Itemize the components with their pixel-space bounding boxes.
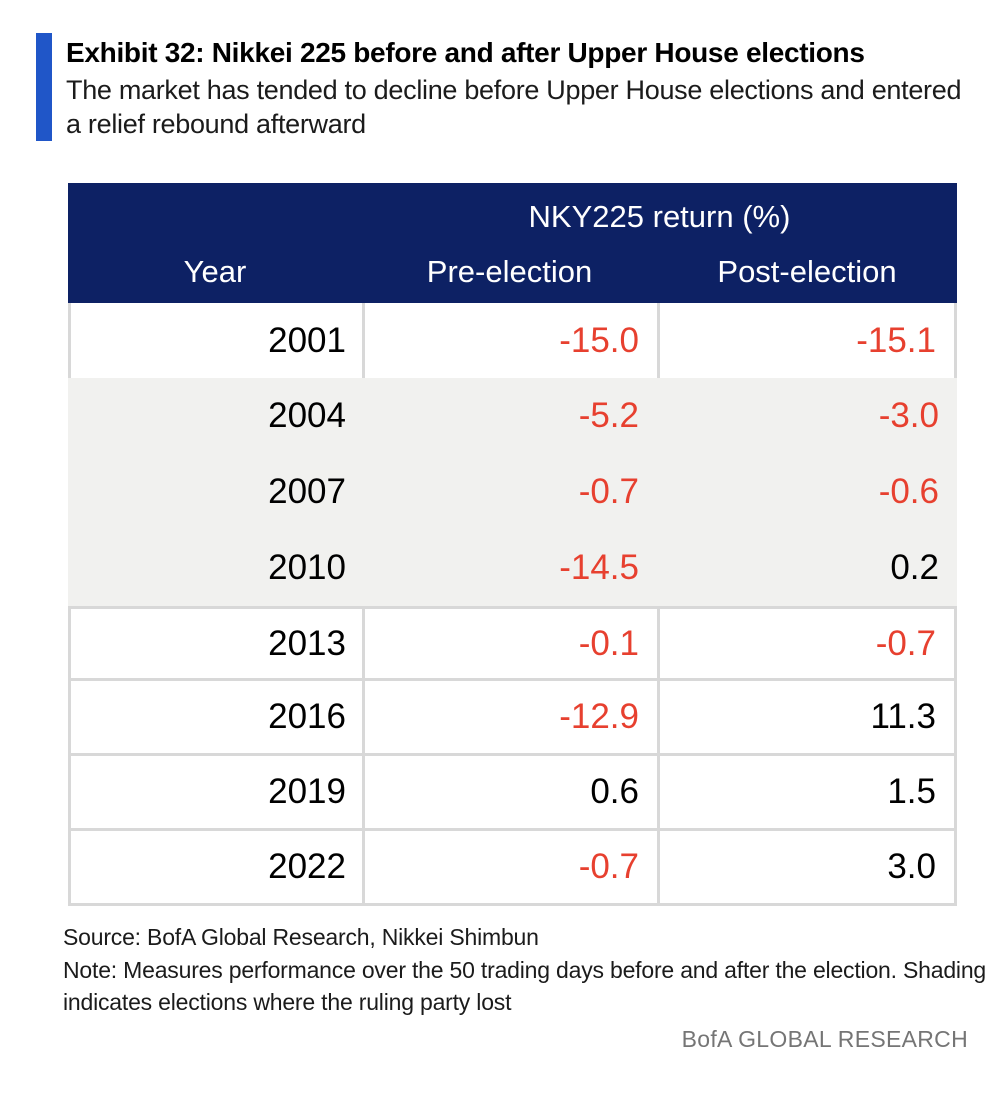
post-election-cell: -3.0 — [878, 396, 939, 435]
post-election-cell: 3.0 — [657, 831, 957, 906]
column-header-year: Year — [183, 254, 247, 289]
table-row-2019: 2019 0.6 1.5 — [68, 756, 957, 831]
pre-election-cell: -12.9 — [362, 681, 657, 756]
post-election-cell: -15.1 — [657, 303, 957, 378]
table-row-2022: 2022 -0.7 3.0 — [68, 831, 957, 906]
exhibit-title: Exhibit 32: Nikkei 225 before and after … — [66, 37, 865, 68]
table-header-columns-row: Year Pre-election Post-election — [68, 241, 957, 303]
table-row-2001: 2001 -15.0 -15.1 — [68, 303, 957, 378]
year-cell: 2001 — [68, 303, 362, 378]
exhibit-subtitle: The market has tended to decline before … — [66, 75, 962, 139]
table-row-2010: 2010 -14.5 0.2 — [68, 530, 957, 606]
year-cell: 2022 — [68, 831, 362, 906]
year-cell: 2010 — [268, 548, 346, 587]
pre-election-cell: -0.7 — [578, 472, 639, 511]
post-election-cell: 11.3 — [657, 681, 957, 756]
year-cell: 2019 — [68, 756, 362, 831]
accent-bar — [36, 33, 52, 141]
note-text: Note: Measures performance over the 50 t… — [63, 957, 987, 1015]
exhibit-titles: Exhibit 32: Nikkei 225 before and after … — [66, 33, 981, 141]
table-header-group-row: NKY225 return (%) — [68, 183, 957, 241]
year-cell: 2004 — [268, 396, 346, 435]
post-election-cell: -0.6 — [878, 472, 939, 511]
year-cell: 2007 — [268, 472, 346, 511]
table-row-2013: 2013 -0.1 -0.7 — [68, 606, 957, 681]
post-election-cell: -0.7 — [657, 606, 957, 681]
brand-text: BofA GLOBAL RESEARCH — [681, 1026, 968, 1052]
returns-table: NKY225 return (%) Year Pre-election Post… — [68, 183, 957, 906]
pre-election-cell: 0.6 — [362, 756, 657, 831]
year-cell: 2016 — [68, 681, 362, 756]
year-cell: 2013 — [68, 606, 362, 681]
post-election-cell: 1.5 — [657, 756, 957, 831]
pre-election-cell: -0.1 — [362, 606, 657, 681]
table-row-2004: 2004 -5.2 -3.0 — [68, 378, 957, 454]
group-header-nky225-return: NKY225 return (%) — [528, 199, 791, 234]
column-header-post-election: Post-election — [717, 254, 897, 289]
source-text: Source: BofA Global Research, Nikkei Shi… — [63, 924, 539, 950]
table-row-2016: 2016 -12.9 11.3 — [68, 681, 957, 756]
post-election-cell: 0.2 — [890, 548, 939, 587]
pre-election-cell: -5.2 — [578, 396, 639, 435]
table-header: NKY225 return (%) Year Pre-election Post… — [68, 183, 957, 303]
pre-election-cell: -0.7 — [362, 831, 657, 906]
exhibit-header: Exhibit 32: Nikkei 225 before and after … — [36, 33, 981, 141]
table-row-2007: 2007 -0.7 -0.6 — [68, 454, 957, 530]
pre-election-cell: -15.0 — [362, 303, 657, 378]
column-header-pre-election: Pre-election — [426, 254, 593, 289]
pre-election-cell: -14.5 — [559, 548, 639, 587]
footnotes: Source: BofA Global Research, Nikkei Shi… — [63, 921, 1002, 1018]
table-body: 2001 -15.0 -15.1 2004 -5.2 -3.0 2007 -0.7 -0.6 20… — [68, 303, 957, 906]
